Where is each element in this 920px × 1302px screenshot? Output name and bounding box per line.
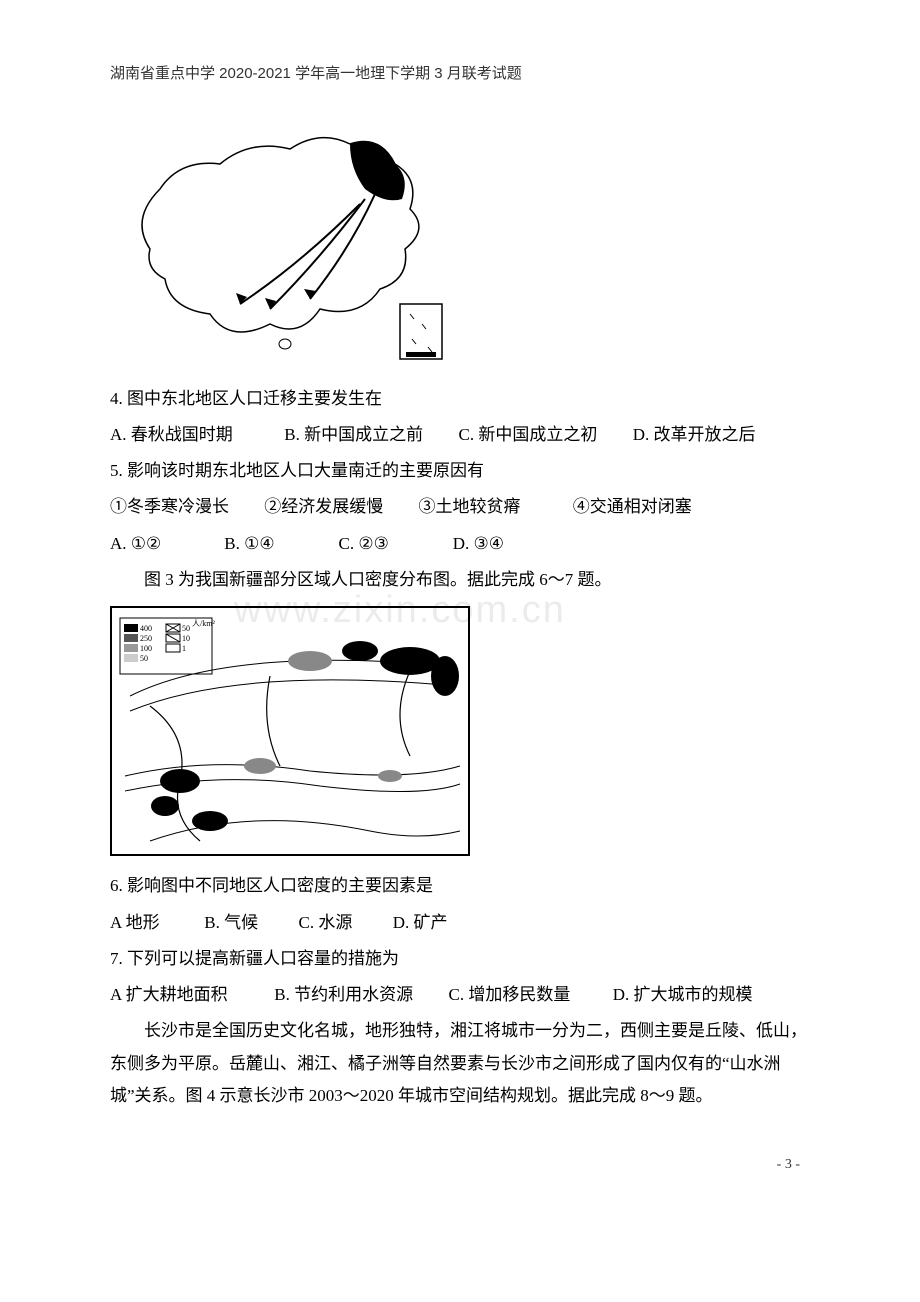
svg-text:100: 100 <box>140 644 152 653</box>
svg-text:50: 50 <box>140 654 148 663</box>
q5-statements: ①冬季寒冷漫长 ②经济发展缓慢 ③土地较贫瘠 ④交通相对闭塞 <box>110 491 810 523</box>
q4-option-d: D. 改革开放之后 <box>633 419 756 451</box>
svg-text:人/km²: 人/km² <box>192 619 215 628</box>
svg-text:10: 10 <box>182 634 190 643</box>
q5-options-row: A. ①② B. ①④ C. ②③ D. ③④ <box>110 528 810 560</box>
q6-stem: 6. 影响图中不同地区人口密度的主要因素是 <box>110 870 810 902</box>
q4-stem: 4. 图中东北地区人口迁移主要发生在 <box>110 383 810 415</box>
svg-text:250: 250 <box>140 634 152 643</box>
q5-s4: ④交通相对闭塞 <box>573 491 692 523</box>
q7-option-d: D. 扩大城市的规模 <box>613 979 753 1011</box>
q6-option-b: B. 气候 <box>204 907 294 939</box>
page-header: 湖南省重点中学 2020-2021 学年高一地理下学期 3 月联考试题 <box>110 60 810 89</box>
lead-6-7-wrap: 图 3 为我国新疆部分区域人口密度分布图。据此完成 6～7 题。 www.zix… <box>110 564 810 596</box>
q4-option-c: C. 新中国成立之初 <box>459 419 629 451</box>
q4-option-b: B. 新中国成立之前 <box>284 419 454 451</box>
figure-xinjiang-map: 400 250 100 50 50 10 1 人/km² <box>110 606 810 856</box>
q6-options-row: A 地形 B. 气候 C. 水源 D. 矿产 <box>110 907 810 939</box>
q5-option-a: A. ①② <box>110 528 220 560</box>
svg-text:50: 50 <box>182 624 190 633</box>
q5-option-d: D. ③④ <box>453 528 504 560</box>
svg-text:1: 1 <box>182 644 186 653</box>
q4-option-a: A. 春秋战国时期 <box>110 419 280 451</box>
svg-text:400: 400 <box>140 624 152 633</box>
lead-6-7: 图 3 为我国新疆部分区域人口密度分布图。据此完成 6～7 题。 <box>144 570 612 589</box>
q5-option-c: C. ②③ <box>339 528 449 560</box>
q7-option-b: B. 节约利用水资源 <box>274 979 444 1011</box>
q5-stem: 5. 影响该时期东北地区人口大量南迁的主要原因有 <box>110 455 810 487</box>
q7-option-c: C. 增加移民数量 <box>449 979 609 1011</box>
q5-s1: ①冬季寒冷漫长 <box>110 491 260 523</box>
q5-s3: ③土地较贫瘠 <box>419 491 569 523</box>
q5-option-b: B. ①④ <box>224 528 334 560</box>
q4-options-row: A. 春秋战国时期 B. 新中国成立之前 C. 新中国成立之初 D. 改革开放之… <box>110 419 810 451</box>
q7-options-row: A 扩大耕地面积 B. 节约利用水资源 C. 增加移民数量 D. 扩大城市的规模 <box>110 979 810 1011</box>
q6-option-a: A 地形 <box>110 907 200 939</box>
page-number: - 3 - <box>110 1152 810 1179</box>
q7-option-a: A 扩大耕地面积 <box>110 979 270 1011</box>
q6-option-c: C. 水源 <box>299 907 389 939</box>
q6-option-d: D. 矿产 <box>393 907 448 939</box>
q7-stem: 7. 下列可以提高新疆人口容量的措施为 <box>110 943 810 975</box>
q5-s2: ②经济发展缓慢 <box>264 491 414 523</box>
lead-8-9: 长沙市是全国历史文化名城，地形独特，湘江将城市一分为二，西侧主要是丘陵、低山，东… <box>110 1015 810 1112</box>
figure-china-map <box>110 109 810 369</box>
